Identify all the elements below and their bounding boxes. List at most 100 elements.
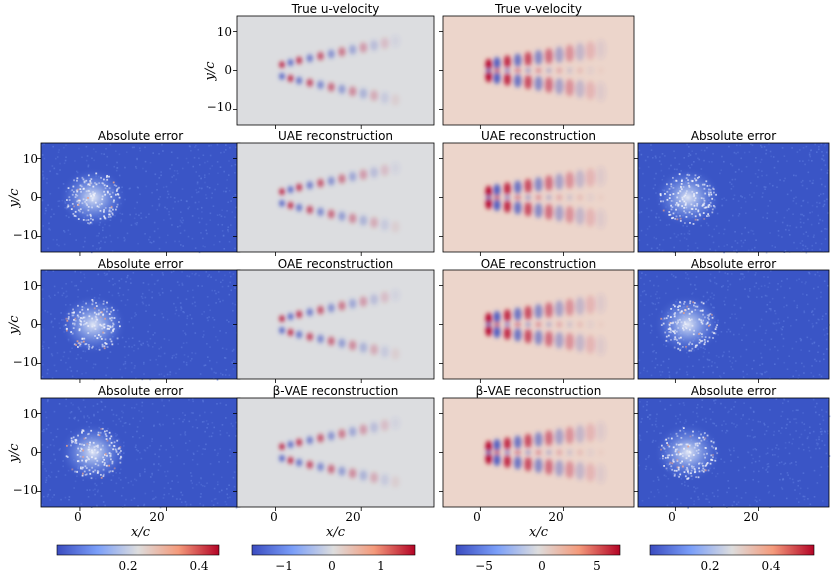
panel-bvae-u-error-hot-noise (83, 437, 86, 440)
panel-uae-v-error-noise (805, 145, 808, 148)
panel-uae-u-error-hot-noise (106, 178, 109, 181)
panel-oae-v-error-hot-noise (690, 349, 693, 352)
panel-oae-v-error-noise (788, 355, 790, 357)
panel-oae-u-error-hot-noise (78, 329, 81, 332)
panel-uae-u-error-noise (138, 214, 140, 217)
panel-bvae-u-error-noise (151, 403, 154, 405)
panel-true-v-lobe (534, 49, 543, 65)
panel-oae-u-error-noise (49, 296, 52, 299)
panel-uae-u-error-noise (233, 171, 236, 174)
panel-oae-u-error-noise (132, 326, 134, 329)
panel-bvae-v-error-noise (803, 498, 806, 501)
panel-oae-v-error-hot-noise (690, 318, 693, 321)
panel-uae-u-error-noise (113, 165, 116, 168)
panel-uae-v-error-noise (731, 164, 734, 167)
panel-bvae-v-error-noise (821, 430, 823, 433)
panel-bvae-v-error-hot-noise (676, 460, 679, 462)
panel-oae-u-error-noise (201, 313, 203, 315)
panel-oae-u-error-hot-noise (106, 310, 108, 313)
panel-oae-v-error-noise (650, 295, 652, 298)
panel-oae-v-lobe (514, 328, 522, 342)
panel-oae-v-error-hot-noise (685, 345, 687, 348)
panel-uae-u-error-hot-noise (93, 194, 96, 197)
panel-bvae-u-error-noise (161, 399, 163, 402)
panel-uae-u-error-noise (171, 164, 173, 166)
panel-bvae-v-error-hot-noise (688, 450, 691, 453)
panel-oae-u-error-noise (216, 339, 219, 342)
panel-oae-v-error-noise (724, 272, 727, 274)
panel-bvae-v-error-noise (654, 440, 657, 442)
panel-bvae-v-error-noise (757, 480, 760, 483)
panel-uae-u-error-hot-noise (97, 206, 100, 208)
panel-bvae-v-error-hot-noise (697, 452, 700, 455)
panel-uae-v-error-noise (663, 175, 665, 177)
panel-oae-v-error-noise (753, 285, 756, 288)
panel-uae-u-error-hot-noise (118, 186, 120, 189)
panel-oae-u-error-noise (127, 289, 130, 291)
panel-uae-v-error-noise (677, 234, 679, 236)
panel-oae-u-error-noise (135, 377, 137, 380)
panel-oae-u-error-hot-noise (73, 322, 76, 325)
panel-true-v-core (504, 67, 510, 74)
panel-bvae-u-error-noise (188, 398, 190, 401)
panel-bvae-v-error-hot-noise (685, 468, 688, 471)
panel-uae-u-error-noise (182, 219, 184, 222)
panel-bvae-v-error-hot-noise (679, 429, 682, 432)
panel-uae-v-error-noise (807, 235, 809, 237)
panel-bvae-u-error-noise (119, 420, 122, 423)
panel-uae-v-error-hot-noise (707, 206, 710, 208)
panel-uae-u-error-noise (222, 235, 225, 237)
panel-uae-v-error-noise (747, 249, 750, 252)
panel-oae-u-error-hot-noise (85, 321, 88, 324)
panel-uae-v-error-hot-speckle (659, 173, 717, 225)
panel-bvae-u-error-noise (168, 399, 171, 402)
panel-oae-u-lobe (279, 327, 285, 334)
panel-bvae-v-error-noise (655, 417, 658, 420)
panel-oae-v-error-hot-noise (675, 330, 678, 333)
panel-oae-v-error-hot-noise (679, 318, 681, 321)
panel-oae-v-error-noise (769, 377, 771, 380)
panel-bvae-u-error-noise (124, 431, 127, 434)
panel-uae-v-error-noise (648, 198, 650, 200)
panel-oae-u-error-hot-noise (91, 300, 94, 303)
panel-bvae-u-error-noise (46, 495, 49, 498)
panel-bvae-u-error-noise (114, 490, 116, 492)
panel-uae-v-error-noise (680, 233, 683, 235)
panel-oae-u-error-noise (132, 271, 135, 274)
panel-oae-v-error-hot-noise (673, 338, 676, 341)
panel-oae-v-error-noise (677, 287, 679, 290)
panel-oae-v-error-noise (675, 372, 678, 374)
panel-uae-u-error-noise (174, 201, 176, 203)
panel-oae-u-error-noise (219, 330, 221, 332)
panel-uae-u-error-noise (169, 167, 171, 170)
panel-oae-v-error-noise (760, 285, 763, 288)
panel-true-v-lobe (575, 79, 585, 99)
panel-oae-v-error-hot-noise (706, 328, 708, 331)
panel-bvae-u-error-noise (169, 456, 172, 459)
panel-uae-v-error-noise (827, 169, 829, 172)
panel-bvae-u-error-hot-noise (70, 441, 73, 444)
panel-uae-u-error-noise (166, 234, 169, 237)
panel-uae-v-error-noise (823, 200, 826, 202)
panel-uae-u-error-noise (195, 144, 197, 147)
panel-oae-u-error-hot-noise (81, 337, 84, 340)
panel-oae-v-error-noise (766, 303, 769, 306)
panel-uae-v-error-noise (761, 170, 763, 172)
panel-uae-v-error-noise (711, 161, 713, 163)
panel-uae-v-lobe (485, 198, 492, 210)
panel-oae-u-error-noise (111, 278, 114, 280)
panel-oae-u-error-hot-noise (104, 317, 106, 320)
panel-oae-v-core (525, 321, 531, 328)
panel-uae-v-error-hot-noise (675, 179, 678, 182)
panel-oae-v-error-noise (718, 375, 721, 377)
panel-bvae-u-error-noise (158, 448, 161, 451)
panel-true-v-lobe (503, 55, 511, 68)
panel-uae-u-error-noise (228, 160, 230, 162)
panel-uae-u-error-speckle (41, 143, 242, 254)
panel-uae-u-error-noise (181, 217, 183, 219)
panel-uae-v-error-hot-noise (680, 182, 683, 185)
panel-uae-u-error-hot-noise (75, 189, 78, 192)
panel-uae-v-error-noise (767, 205, 769, 207)
panel-uae-u-error-noise (54, 157, 57, 160)
panel-uae-u-error-noise (42, 178, 45, 180)
